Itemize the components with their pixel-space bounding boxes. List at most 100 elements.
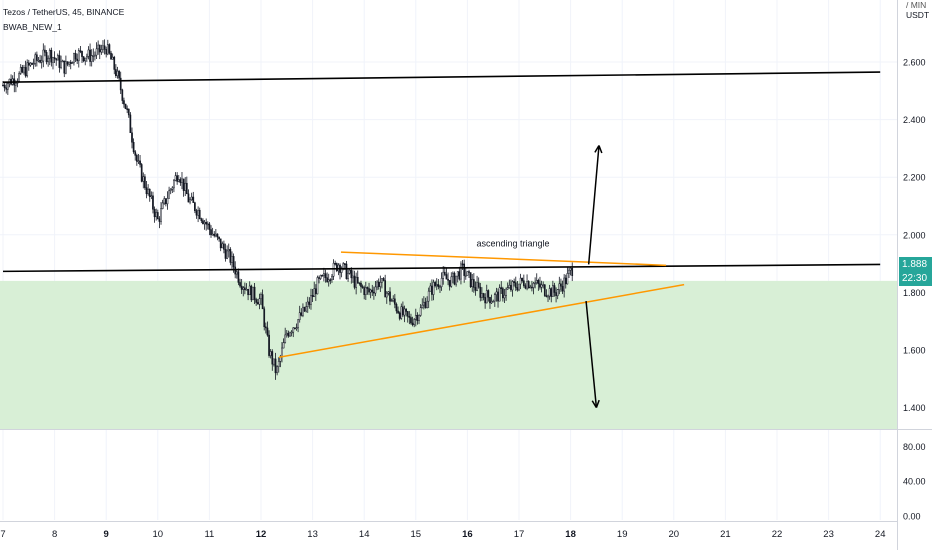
candle-body (487, 290, 490, 298)
time-tick-label: 21 (720, 529, 731, 540)
time-tick-label: 8 (52, 529, 57, 540)
candle-body (340, 269, 343, 273)
candle-body (206, 223, 209, 226)
candle-body (165, 198, 167, 205)
candle-body (482, 293, 485, 298)
candle-body (142, 176, 145, 182)
candle-body (144, 176, 146, 188)
candle-body (37, 59, 40, 62)
candle-body (414, 314, 417, 320)
candle-body (31, 62, 33, 65)
candle-body (300, 312, 303, 316)
candle-body (203, 221, 206, 225)
symbol-title[interactable]: Tezos / TetherUS, 45, BINANCE (3, 7, 125, 17)
axis-currency-label[interactable]: USDT (906, 10, 930, 20)
candle-body (461, 263, 464, 266)
candle-body (452, 272, 454, 278)
candle-body (185, 182, 188, 195)
candle-body (345, 263, 348, 280)
grid-lines (0, 0, 897, 520)
candle-body (73, 53, 75, 63)
candle-body (211, 233, 214, 236)
candle-body (348, 269, 351, 274)
candle-body (69, 61, 72, 64)
candle-body (443, 271, 446, 275)
candle-body (543, 284, 546, 296)
candle-body (324, 273, 327, 278)
candle-body (285, 332, 288, 336)
candle-body (564, 277, 567, 285)
candle-body (411, 322, 414, 326)
candle-body (395, 304, 398, 312)
candle-body (379, 282, 382, 287)
candle-body (463, 263, 466, 276)
candle-body (548, 288, 551, 297)
sub-tick-label: 0.00 (903, 512, 921, 522)
candle-body (284, 334, 287, 343)
candle-body (531, 286, 533, 289)
candle-body (245, 288, 248, 291)
candle-body (123, 100, 125, 105)
candle-body (298, 312, 301, 320)
candle-body (263, 308, 266, 328)
candle-body (498, 287, 501, 302)
candle-body (97, 44, 99, 50)
candle-body (44, 49, 46, 53)
candle-body (248, 285, 251, 296)
candle-body (424, 301, 427, 308)
candle-body (524, 285, 527, 289)
candle-body (479, 286, 482, 298)
candle-body (418, 315, 420, 321)
indicator-title[interactable]: BWAB_NEW_1 (3, 22, 62, 32)
time-tick-label: 11 (204, 529, 214, 540)
candle-body (187, 193, 190, 203)
time-tick-label: 12 (256, 529, 267, 540)
candle-body (260, 294, 262, 300)
candle-body (563, 277, 565, 292)
candle-body (503, 295, 506, 299)
candle-body (177, 179, 180, 182)
time-tick-label: 18 (565, 529, 576, 540)
candle-body (200, 218, 203, 221)
candle-body (547, 295, 549, 298)
candle-body (108, 44, 111, 54)
candle-body (271, 351, 274, 365)
candle-body (466, 271, 469, 276)
candle-body (308, 301, 311, 305)
candle-body (458, 271, 461, 280)
candle-body (176, 175, 179, 182)
candle-body (61, 60, 64, 63)
candle-body (268, 334, 270, 356)
candle-body (314, 288, 317, 295)
time-tick-label: 19 (617, 529, 628, 540)
candle-body (98, 44, 101, 53)
candle-body (71, 62, 74, 64)
candle-body (426, 300, 428, 308)
candle-body (356, 276, 359, 283)
candle-body (373, 291, 375, 294)
candle-body (526, 281, 528, 289)
candle-body (66, 61, 69, 65)
candle-body (495, 291, 498, 295)
candle-body (250, 285, 253, 301)
candle-body (131, 132, 133, 143)
time-tick-label: 22 (772, 529, 783, 540)
candle-body (282, 342, 285, 349)
candle-body (223, 243, 225, 250)
candle-body (235, 271, 238, 275)
candle-body (150, 195, 153, 198)
candle-body (410, 317, 412, 324)
candle-body (34, 54, 37, 64)
candle-body (55, 58, 58, 61)
candle-body (82, 56, 85, 62)
candle-body (502, 288, 504, 299)
candle-body (402, 306, 404, 316)
candle-body (255, 299, 258, 303)
candle-body (197, 209, 199, 216)
candle-body (505, 288, 507, 296)
candle-body (100, 49, 103, 53)
candle-body (45, 52, 48, 63)
price-tick-label: 1.400 (903, 403, 926, 413)
